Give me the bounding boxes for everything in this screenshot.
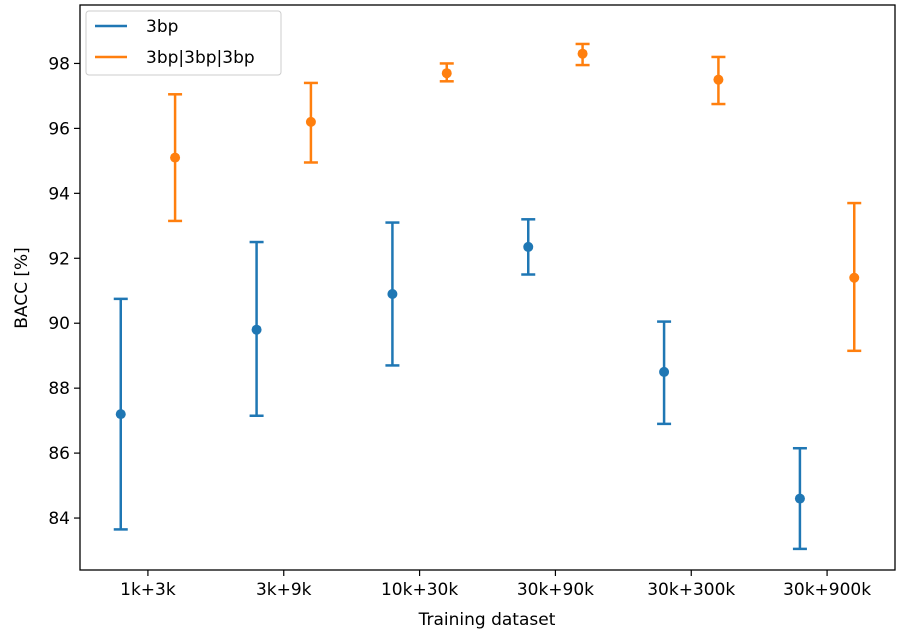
series-1 bbox=[168, 42, 862, 353]
x-axis: 1k+3k 3k+9k 10k+30k 30k+90k 30k+300k 30k+900k bbox=[120, 570, 871, 600]
data-point bbox=[794, 493, 805, 504]
y-tick-label: 88 bbox=[48, 379, 70, 399]
legend: 3bp 3bp|3bp|3bp bbox=[85, 10, 282, 76]
legend-label-3bp: 3bp bbox=[146, 17, 178, 37]
data-point bbox=[170, 152, 181, 163]
plot-frame bbox=[79, 4, 896, 571]
y-tick-label: 90 bbox=[48, 314, 70, 334]
x-tick-label: 10k+30k bbox=[381, 580, 458, 600]
data-point bbox=[115, 409, 126, 420]
data-point bbox=[849, 272, 860, 283]
data-point bbox=[387, 288, 398, 299]
data-point bbox=[441, 68, 452, 79]
x-tick-label: 3k+9k bbox=[256, 580, 312, 600]
data-point bbox=[577, 48, 588, 59]
y-tick-label: 92 bbox=[48, 249, 70, 269]
y-tick-label: 96 bbox=[48, 119, 70, 139]
y-tick-label: 94 bbox=[48, 184, 70, 204]
x-tick-label: 30k+300k bbox=[647, 580, 735, 600]
data-point bbox=[659, 366, 670, 377]
legend-box bbox=[85, 10, 282, 76]
data-point bbox=[251, 324, 262, 335]
y-axis: 84 86 88 90 92 94 96 98 bbox=[48, 54, 80, 529]
x-tick-label: 1k+3k bbox=[120, 580, 176, 600]
x-axis-title: Training dataset bbox=[418, 610, 556, 630]
y-tick-label: 86 bbox=[48, 444, 70, 464]
y-tick-label: 84 bbox=[48, 509, 70, 529]
x-tick-label: 30k+90k bbox=[517, 580, 594, 600]
data-point bbox=[305, 116, 316, 127]
series-0 bbox=[113, 218, 807, 551]
data-point bbox=[523, 241, 534, 252]
data-point bbox=[713, 74, 724, 85]
legend-label-3bp-3bp-3bp: 3bp|3bp|3bp bbox=[146, 48, 255, 68]
y-axis-title: BACC [%] bbox=[12, 247, 32, 329]
x-tick-label: 30k+900k bbox=[783, 580, 871, 600]
y-tick-label: 98 bbox=[48, 54, 70, 74]
chart-marks bbox=[113, 42, 862, 551]
